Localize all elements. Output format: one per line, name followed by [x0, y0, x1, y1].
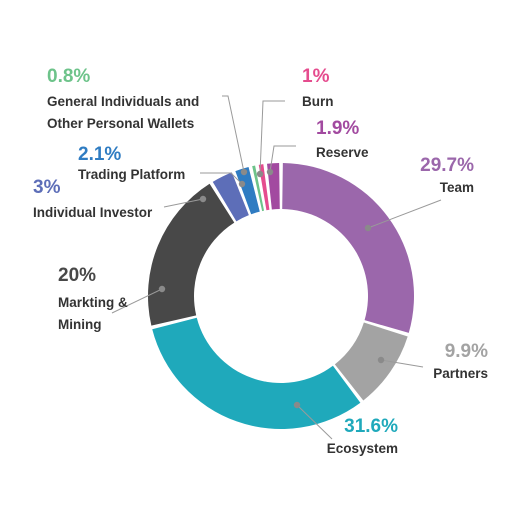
- leader-dot-trading-platform: [238, 180, 246, 188]
- leader-lines: [111, 95, 442, 440]
- category-label-trading-platform: Trading Platform: [78, 167, 185, 182]
- slice-general-individuals-and-other-personal-wallets: [252, 165, 265, 212]
- leader-line-burn: [259, 100, 285, 175]
- data-label-markting-mining: 20%: [58, 265, 96, 286]
- data-label-burn: 1%: [302, 66, 330, 87]
- category-label-burn: Burn: [302, 94, 334, 109]
- category-label-partners: Partners: [433, 366, 488, 381]
- leader-line-general-individuals-and-other-personal-wallets: [222, 95, 245, 173]
- data-label-ecosystem: 31.6%: [344, 416, 398, 437]
- slice-labels: 29.7% Team 9.9% Partners 31.6% Ecosystem 20% Ma…: [33, 66, 488, 456]
- leader-dot-general-individuals-and-other-personal-wallets: [240, 168, 248, 176]
- data-label-partners: 9.9%: [445, 341, 488, 362]
- slice-partners: [334, 322, 408, 401]
- data-label-trading-platform: 2.1%: [78, 144, 121, 165]
- data-label-reserve: 1.9%: [316, 118, 359, 139]
- data-label-individual-investor: 3%: [33, 177, 61, 198]
- category-label-reserve: Reserve: [316, 145, 369, 160]
- category-label-general-individuals-and-other-personal-wallets: General Individuals and Other Personal Wa…: [47, 94, 199, 131]
- leader-dot-reserve: [266, 168, 274, 176]
- leader-line-reserve: [269, 145, 296, 173]
- leader-dot-ecosystem: [293, 401, 301, 409]
- leader-line-markting-mining: [111, 288, 163, 314]
- category-label-ecosystem: Ecosystem: [327, 441, 398, 456]
- data-label-team: 29.7%: [420, 155, 474, 176]
- leader-dot-team: [364, 224, 372, 232]
- leader-line-partners: [380, 359, 424, 368]
- leader-dot-individual-investor: [199, 195, 207, 203]
- category-label-markting-mining: Markting & Mining: [58, 295, 128, 332]
- leader-dot-markting-mining: [158, 285, 166, 293]
- leader-dot-burn: [256, 170, 264, 178]
- data-label-general-individuals-and-other-personal-wallets: 0.8%: [47, 66, 90, 87]
- slice-individual-investor: [212, 172, 249, 222]
- slice-markting-mining: [148, 183, 235, 326]
- category-label-individual-investor: Individual Investor: [33, 205, 153, 220]
- slice-trading-platform: [235, 167, 260, 215]
- leader-line-team: [367, 199, 442, 229]
- leader-dot-partners: [377, 356, 385, 364]
- category-label-team: Team: [440, 180, 474, 195]
- donut-slices: [148, 163, 415, 430]
- slice-team: [282, 163, 415, 333]
- leader-line-trading-platform: [200, 172, 243, 185]
- leader-line-individual-investor: [163, 198, 204, 208]
- leader-line-ecosystem: [296, 404, 333, 440]
- slice-ecosystem: [152, 317, 361, 430]
